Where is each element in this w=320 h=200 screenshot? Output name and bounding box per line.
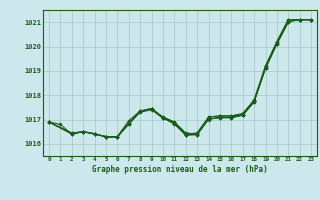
X-axis label: Graphe pression niveau de la mer (hPa): Graphe pression niveau de la mer (hPa) xyxy=(92,165,268,174)
